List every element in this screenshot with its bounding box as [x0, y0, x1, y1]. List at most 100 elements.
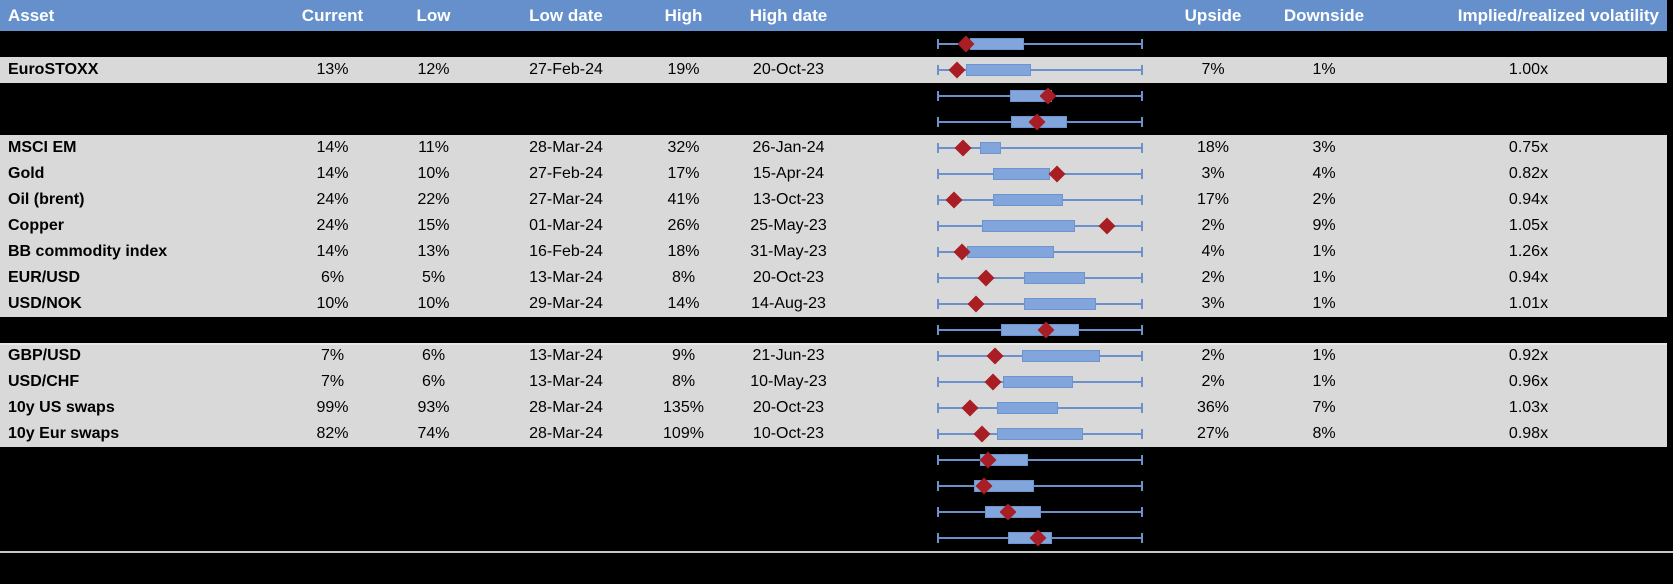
cell-current[interactable]: 10%	[316, 295, 349, 312]
cell-low_date[interactable]: 01-Mar-24	[529, 217, 603, 234]
header-low-date[interactable]: Low date	[529, 5, 603, 25]
cell-high_date[interactable]: 10-May-23	[750, 373, 827, 390]
cell-implied_realized[interactable]: 0.75x	[1508, 139, 1549, 156]
table-row[interactable]: USD/NOK 10% 10% 29-Mar-24 14% 14-Aug-23 3% 1% 1.…	[0, 291, 1667, 317]
cell-current[interactable]: 7%	[320, 347, 345, 364]
cell-downside[interactable]: 2%	[1312, 191, 1336, 208]
cell-current[interactable]: 6%	[320, 269, 345, 286]
cell-current[interactable]: 24%	[316, 191, 349, 208]
cell-upside[interactable]: 27%	[1196, 425, 1230, 442]
table-row[interactable]: Gold 14% 10% 27-Feb-24 17% 15-Apr-24 3% 4% 0.82x	[0, 161, 1667, 187]
cell-asset[interactable]: EUR/USD	[8, 269, 81, 286]
cell-implied_realized[interactable]: 0.94x	[1508, 191, 1549, 208]
cell-downside[interactable]: 3%	[1312, 139, 1336, 156]
cell-high_date[interactable]: 14-Aug-23	[751, 295, 826, 312]
cell-low_date[interactable]: 13-Mar-24	[529, 347, 603, 364]
cell-implied_realized[interactable]: 1.26x	[1508, 243, 1549, 260]
cell-current[interactable]: 14%	[316, 139, 349, 156]
cell-low_date[interactable]: 13-Mar-24	[529, 269, 603, 286]
table-row[interactable]: USD/CHF 7% 6% 13-Mar-24 8% 10-May-23 2% 1% 0.96x	[0, 369, 1667, 395]
cell-downside[interactable]: 1%	[1312, 61, 1336, 78]
cell-implied_realized[interactable]: 0.94x	[1508, 269, 1549, 286]
cell-upside[interactable]: 4%	[1201, 243, 1225, 260]
cell-implied_realized[interactable]: 0.98x	[1508, 425, 1549, 442]
cell-high[interactable]: 9%	[671, 347, 696, 364]
cell-low[interactable]: 5%	[421, 269, 446, 286]
cell-asset[interactable]: Gold	[8, 165, 45, 182]
cell-upside[interactable]: 7%	[1201, 61, 1225, 78]
cell-upside[interactable]: 36%	[1196, 399, 1230, 416]
cell-upside[interactable]: 2%	[1201, 217, 1225, 234]
cell-asset[interactable]: BB commodity index	[8, 243, 168, 260]
cell-implied_realized[interactable]: 1.00x	[1508, 61, 1549, 78]
cell-implied_realized[interactable]: 1.05x	[1508, 217, 1549, 234]
table-row[interactable]: EUR/USD 6% 5% 13-Mar-24 8% 20-Oct-23 2% 1% 0.94x	[0, 265, 1667, 291]
cell-current[interactable]: 82%	[316, 425, 349, 442]
cell-asset[interactable]: GBP/USD	[8, 347, 81, 364]
cell-high_date[interactable]: 20-Oct-23	[752, 399, 825, 416]
cell-high[interactable]: 32%	[667, 139, 700, 156]
cell-high_date[interactable]: 10-Oct-23	[752, 425, 825, 442]
cell-asset[interactable]: Copper	[8, 217, 64, 234]
header-asset[interactable]: Asset	[8, 5, 55, 25]
cell-asset[interactable]: MSCI EM	[8, 139, 77, 156]
cell-implied_realized[interactable]: 0.96x	[1508, 373, 1549, 390]
header-high-date[interactable]: High date	[749, 5, 828, 25]
cell-low[interactable]: 6%	[421, 347, 446, 364]
cell-upside[interactable]: 2%	[1201, 269, 1225, 286]
cell-low_date[interactable]: 27-Feb-24	[529, 165, 603, 182]
cell-high_date[interactable]: 15-Apr-24	[752, 165, 825, 182]
cell-downside[interactable]: 1%	[1312, 243, 1336, 260]
cell-asset[interactable]: 10y US swaps	[8, 399, 115, 416]
cell-implied_realized[interactable]: 1.03x	[1508, 399, 1549, 416]
cell-high[interactable]: 18%	[667, 243, 700, 260]
cell-low[interactable]: 74%	[417, 425, 450, 442]
cell-low[interactable]: 10%	[417, 165, 450, 182]
cell-upside[interactable]: 2%	[1201, 347, 1225, 364]
cell-current[interactable]: 13%	[316, 61, 349, 78]
cell-high_date[interactable]: 20-Oct-23	[752, 61, 825, 78]
cell-asset[interactable]: 10y Eur swaps	[8, 425, 120, 442]
cell-upside[interactable]: 2%	[1201, 373, 1225, 390]
header-high[interactable]: High	[664, 5, 703, 25]
cell-downside[interactable]: 7%	[1312, 399, 1336, 416]
cell-current[interactable]: 99%	[316, 399, 349, 416]
cell-low_date[interactable]: 27-Feb-24	[529, 61, 603, 78]
cell-low[interactable]: 12%	[417, 61, 450, 78]
table-row[interactable]: BB commodity index 14% 13% 16-Feb-24 18% 31-M…	[0, 239, 1667, 265]
cell-high[interactable]: 41%	[667, 191, 700, 208]
table-row[interactable]: 10y Eur swaps 82% 74% 28-Mar-24 109% 10-Oct-2…	[0, 421, 1667, 447]
cell-low[interactable]: 10%	[417, 295, 450, 312]
table-row[interactable]: GBP/USD 7% 6% 13-Mar-24 9% 21-Jun-23 2% 1% 0.92x	[0, 343, 1667, 369]
cell-high[interactable]: 8%	[671, 269, 696, 286]
cell-current[interactable]: 24%	[316, 217, 349, 234]
cell-high_date[interactable]: 13-Oct-23	[752, 191, 825, 208]
cell-high[interactable]: 14%	[667, 295, 700, 312]
header-implied-realized-volatility[interactable]: Implied/realized volatility	[1457, 5, 1659, 25]
cell-high_date[interactable]: 26-Jan-24	[752, 139, 825, 156]
cell-high_date[interactable]: 20-Oct-23	[752, 269, 825, 286]
table-row[interactable]: Copper 24% 15% 01-Mar-24 26% 25-May-23 2% 9% 1.0…	[0, 213, 1667, 239]
table-row[interactable]: EuroSTOXX 13% 12% 27-Feb-24 19% 20-Oct-23 7% 1%…	[0, 57, 1667, 83]
cell-high_date[interactable]: 31-May-23	[750, 243, 827, 260]
cell-high[interactable]: 26%	[667, 217, 700, 234]
cell-upside[interactable]: 3%	[1201, 295, 1225, 312]
cell-asset[interactable]: USD/CHF	[8, 373, 80, 390]
cell-implied_realized[interactable]: 0.82x	[1508, 165, 1549, 182]
cell-low_date[interactable]: 28-Mar-24	[529, 425, 603, 442]
cell-high[interactable]: 19%	[667, 61, 700, 78]
cell-low[interactable]: 93%	[417, 399, 450, 416]
table-row[interactable]: Oil (brent) 24% 22% 27-Mar-24 41% 13-Oct-23 17…	[0, 187, 1667, 213]
header-upside[interactable]: Upside	[1184, 5, 1242, 25]
cell-low_date[interactable]: 16-Feb-24	[529, 243, 603, 260]
cell-high[interactable]: 17%	[667, 165, 700, 182]
cell-low[interactable]: 15%	[417, 217, 450, 234]
table-row[interactable]: MSCI EM 14% 11% 28-Mar-24 32% 26-Jan-24 18% 3% 0…	[0, 135, 1667, 161]
header-downside[interactable]: Downside	[1283, 5, 1365, 25]
cell-upside[interactable]: 18%	[1196, 139, 1230, 156]
cell-low_date[interactable]: 29-Mar-24	[529, 295, 603, 312]
cell-current[interactable]: 14%	[316, 243, 349, 260]
cell-high[interactable]: 135%	[663, 399, 704, 416]
cell-downside[interactable]: 1%	[1312, 269, 1336, 286]
table-row[interactable]: 10y US swaps 99% 93% 28-Mar-24 135% 20-Oct-23…	[0, 395, 1667, 421]
